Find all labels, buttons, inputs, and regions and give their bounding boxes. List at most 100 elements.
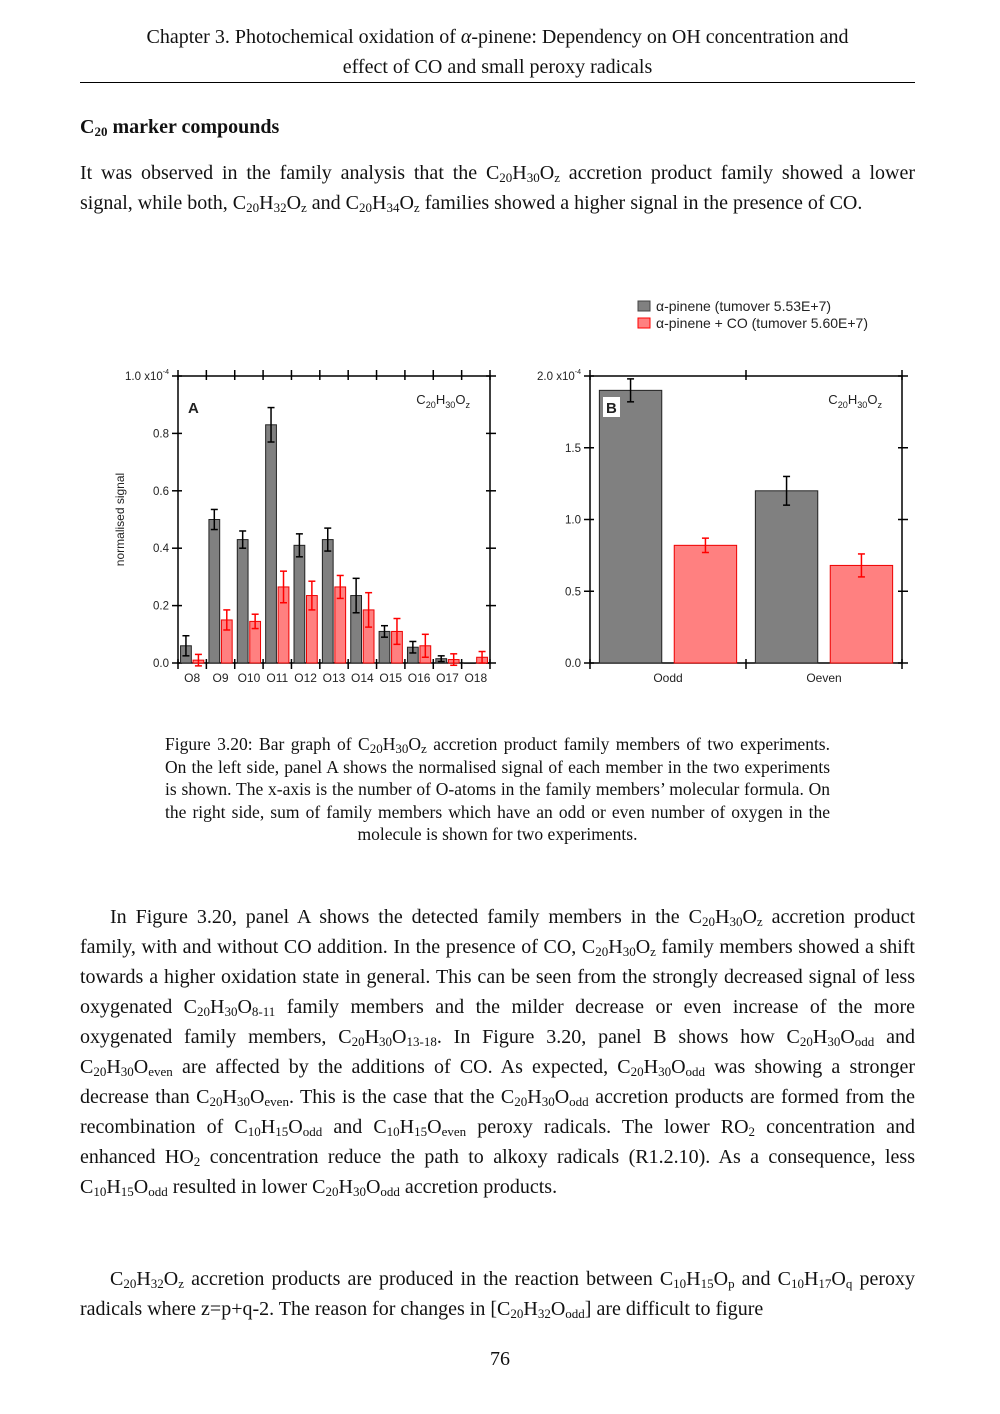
text-segment: 10 xyxy=(386,1124,400,1139)
text-segment: z xyxy=(178,1276,185,1291)
legend-swatch xyxy=(637,300,651,312)
text-segment: 17 xyxy=(818,1276,832,1291)
y-tick-label: 2.0 x10-4 xyxy=(537,369,581,383)
text-segment: 30 xyxy=(120,1064,134,1079)
text-segment: O xyxy=(539,162,555,184)
text-segment: H xyxy=(715,906,730,928)
text-segment: ] are difficult to figure xyxy=(584,1298,764,1320)
x-tick-label: O9 xyxy=(213,671,229,685)
text-segment: resulted in lower C xyxy=(167,1176,326,1198)
text-segment: 13-18 xyxy=(406,1034,437,1049)
text-segment: odd xyxy=(148,1184,168,1199)
text-segment: accretion product family, with and witho… xyxy=(80,906,916,958)
text-segment: 30 xyxy=(541,1094,555,1109)
text-segment: O xyxy=(713,1268,729,1290)
text-segment: z xyxy=(421,741,427,756)
x-tick-label: O11 xyxy=(266,671,288,685)
text-segment: and C xyxy=(306,192,360,214)
legend-swatch xyxy=(637,317,651,329)
text-segment: H xyxy=(643,1056,659,1078)
text-segment: odd xyxy=(565,1306,585,1321)
text-segment: 30 xyxy=(827,1034,841,1049)
x-tick-label: O8 xyxy=(184,671,200,685)
text-segment: 2 xyxy=(193,1154,201,1169)
y-tick-label: 0.4 xyxy=(153,543,170,555)
text-segment: z xyxy=(413,200,420,215)
text-segment: and C xyxy=(734,1268,791,1290)
text-segment: 20 xyxy=(499,170,513,185)
body-paragraph-2: C20H32Oz accretion products are produced… xyxy=(80,1264,915,1324)
text-segment: O xyxy=(288,1116,303,1138)
text-segment: z xyxy=(756,914,763,929)
text-segment: 20 xyxy=(94,124,108,139)
text-segment: 30 xyxy=(236,1094,250,1109)
text-segment: 20 xyxy=(369,741,383,756)
text-segment: marker compounds xyxy=(107,116,280,138)
text-segment: 20 xyxy=(123,1276,137,1291)
x-tick-label: O15 xyxy=(379,671,402,685)
text-segment: 20 xyxy=(510,1306,524,1321)
x-tick-label: O12 xyxy=(294,671,317,685)
section-title: C20 marker compounds xyxy=(80,116,279,139)
bar xyxy=(673,544,738,664)
y-axis-label: normalised signal xyxy=(113,473,127,566)
x-tick-label: Oodd xyxy=(653,671,682,685)
text-segment: C xyxy=(80,116,95,138)
legend-label: α-pinene + CO (tumover 5.60E+7) xyxy=(656,315,868,331)
text-segment: accretion products are produced in the r… xyxy=(184,1268,674,1290)
text-segment: 20 xyxy=(595,944,609,959)
text-segment: families showed a higher signal in the p… xyxy=(419,192,863,214)
header-line-2: effect of CO and small peroxy radicals xyxy=(80,52,915,82)
text-segment: O xyxy=(365,1176,381,1198)
text-segment: O xyxy=(133,1176,149,1198)
text-segment: 2 xyxy=(748,1124,756,1139)
text-segment: and C xyxy=(80,1026,915,1078)
header-rule xyxy=(80,82,915,83)
text-segment: H xyxy=(399,1116,415,1138)
text-segment: O xyxy=(554,1086,570,1108)
text-segment: accretion product family showed a lower … xyxy=(80,162,915,214)
text-segment: are affected by the additions of CO. As … xyxy=(172,1056,631,1078)
y-tick-label: 0.8 xyxy=(153,428,169,440)
text-segment: H xyxy=(372,192,387,214)
text-segment: 20 xyxy=(359,200,373,215)
y-tick-label: 1.5 xyxy=(565,443,581,455)
text-segment: O xyxy=(399,192,414,214)
text-segment: H xyxy=(259,192,274,214)
x-tick-label: O17 xyxy=(436,671,459,685)
text-segment: 32 xyxy=(537,1306,551,1321)
text-segment: 20 xyxy=(630,1064,644,1079)
text-segment: 30 xyxy=(622,944,636,959)
text-segment: z xyxy=(301,200,307,215)
text-segment: O xyxy=(550,1298,566,1320)
text-segment: -pinene: Dependency on OH concentration … xyxy=(471,26,849,48)
body-paragraph-1: In Figure 3.20, panel A shows the detect… xyxy=(80,902,915,1202)
text-segment: 20 xyxy=(209,1094,223,1109)
text-segment: 32 xyxy=(273,200,287,215)
text-segment: 20 xyxy=(93,1064,107,1079)
text-segment: Chapter 3. Photochemical oxidation of xyxy=(146,26,461,48)
text-segment: peroxy radicals. The lower RO xyxy=(466,1116,749,1138)
text-segment: 20 xyxy=(197,1004,211,1019)
bar xyxy=(598,389,663,664)
bar xyxy=(754,490,819,664)
text-segment: family members and the milder decrease o… xyxy=(80,996,915,1048)
text-segment: z xyxy=(650,944,656,959)
text-segment: family members showed a shift towards a … xyxy=(80,936,915,1018)
panel-label-bg xyxy=(603,397,620,417)
text-segment: O xyxy=(840,1026,855,1048)
figure-3-20: α-pinene (tumover 5.53E+7)α-pinene + CO … xyxy=(113,298,908,685)
text-segment: even xyxy=(148,1064,173,1079)
panel-label: A xyxy=(188,400,199,417)
text-segment: 30 xyxy=(395,741,409,756)
text-segment: 20 xyxy=(246,200,260,215)
text-segment: O xyxy=(742,906,757,928)
text-segment: accretion product family members of two … xyxy=(165,734,830,844)
text-segment: H xyxy=(260,1116,276,1138)
text-segment: 8-11 xyxy=(251,1004,276,1019)
text-segment: 15 xyxy=(700,1276,714,1291)
bar xyxy=(208,519,221,664)
header-line-1: Chapter 3. Photochemical oxidation of α-… xyxy=(80,22,915,52)
legend-label: α-pinene (tumover 5.53E+7) xyxy=(656,298,831,314)
plot-frame xyxy=(177,375,491,664)
